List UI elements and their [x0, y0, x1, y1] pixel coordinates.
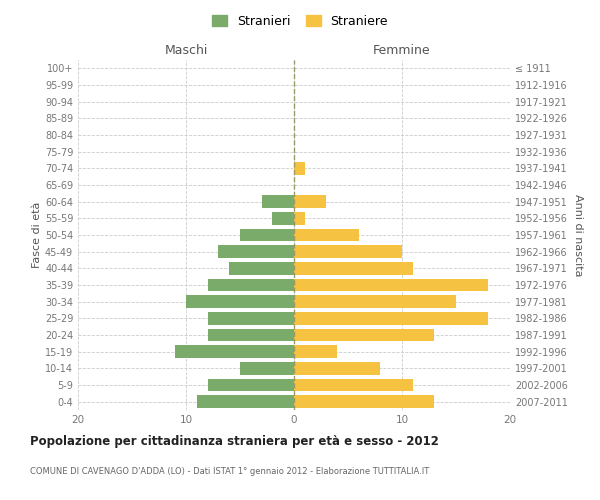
Bar — [208, 312, 294, 324]
Bar — [294, 229, 359, 241]
Bar — [294, 396, 434, 408]
Bar — [294, 379, 413, 391]
Bar — [175, 346, 294, 358]
Y-axis label: Anni di nascita: Anni di nascita — [573, 194, 583, 276]
Bar — [240, 362, 294, 374]
Y-axis label: Fasce di età: Fasce di età — [32, 202, 42, 268]
Bar — [197, 396, 294, 408]
Bar — [208, 279, 294, 291]
Bar — [208, 329, 294, 341]
Bar — [294, 279, 488, 291]
Bar — [294, 162, 305, 174]
Bar — [294, 246, 402, 258]
Bar — [294, 212, 305, 224]
Bar — [294, 262, 413, 274]
Legend: Stranieri, Straniere: Stranieri, Straniere — [208, 11, 392, 32]
Text: Femmine: Femmine — [373, 44, 431, 57]
Bar — [262, 196, 294, 208]
Bar — [294, 346, 337, 358]
Bar — [294, 296, 456, 308]
Bar — [294, 362, 380, 374]
Bar — [272, 212, 294, 224]
Bar — [294, 312, 488, 324]
Text: Maschi: Maschi — [164, 44, 208, 57]
Bar — [208, 379, 294, 391]
Bar — [229, 262, 294, 274]
Text: Popolazione per cittadinanza straniera per età e sesso - 2012: Popolazione per cittadinanza straniera p… — [30, 435, 439, 448]
Bar — [186, 296, 294, 308]
Bar — [218, 246, 294, 258]
Bar — [294, 196, 326, 208]
Text: COMUNE DI CAVENAGO D'ADDA (LO) - Dati ISTAT 1° gennaio 2012 - Elaborazione TUTTI: COMUNE DI CAVENAGO D'ADDA (LO) - Dati IS… — [30, 468, 429, 476]
Bar — [240, 229, 294, 241]
Bar — [294, 329, 434, 341]
